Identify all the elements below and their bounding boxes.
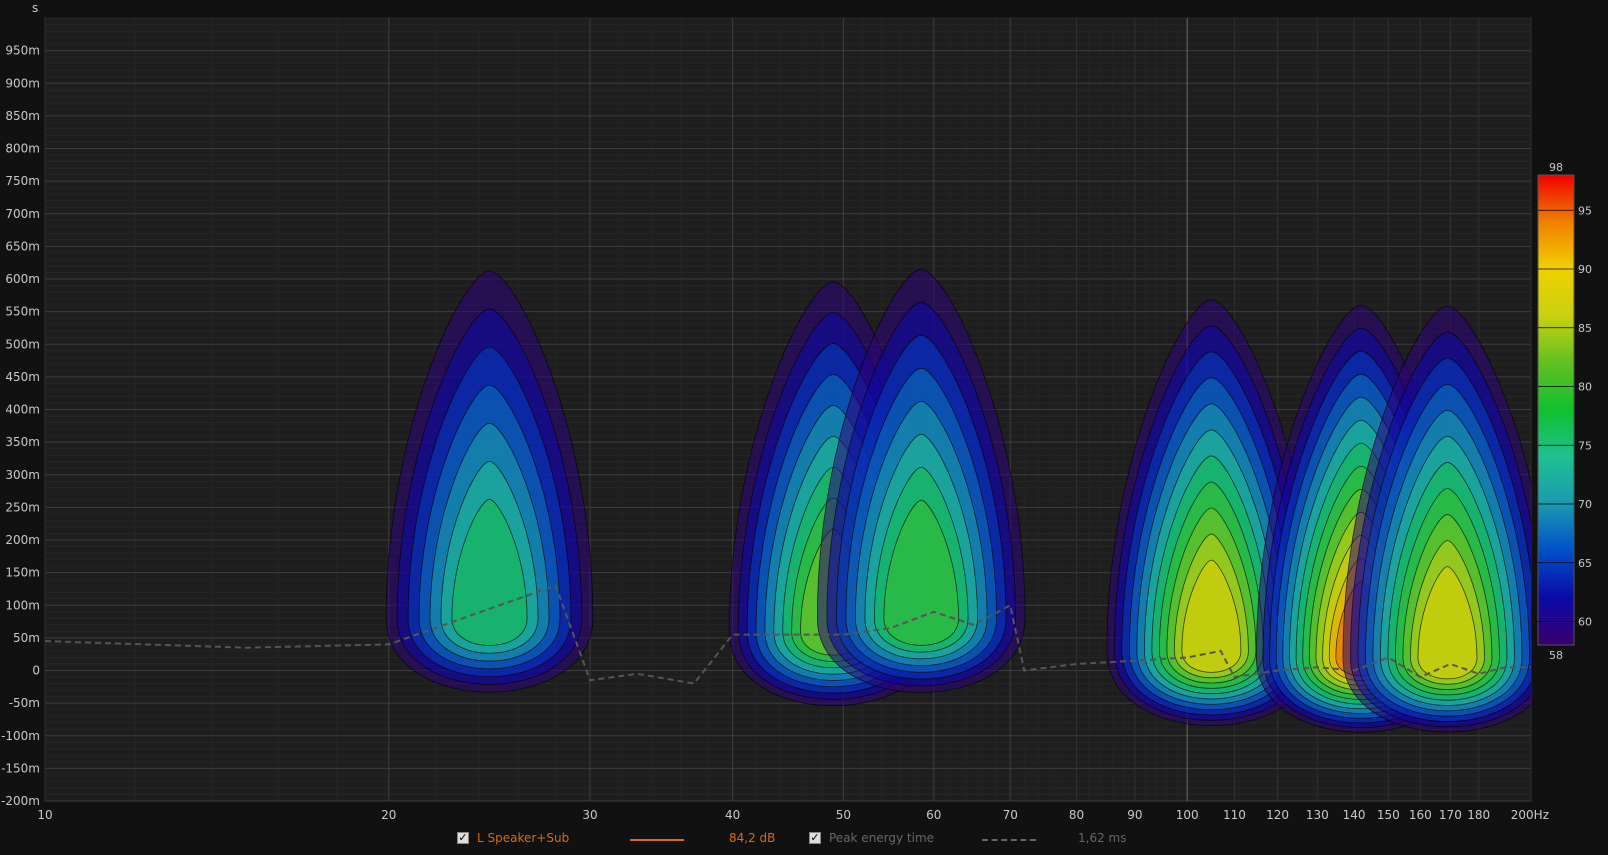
y-tick-label: 900m [5,76,40,90]
peak-energy-time-line [44,584,1531,685]
x-tick-label: 20 [381,808,396,822]
y-tick-label: 650m [5,239,40,253]
colorbar-tick-label: 70 [1578,498,1592,511]
y-axis-label: s [32,1,38,15]
spectrogram-peak [1106,299,1317,726]
series-2-label: Peak energy time [829,831,935,845]
spectrogram-surface [385,268,1531,733]
x-tick-label: 10 [37,808,52,822]
spectrogram-peak [816,268,1026,693]
series-1-checkbox[interactable]: ✓ [457,831,469,844]
contour-level [451,499,528,646]
x-tick-label: 180 [1467,808,1490,822]
y-tick-label: -100m [1,729,40,743]
y-tick-label: 750m [5,174,40,188]
x-tick-label: 90 [1127,808,1142,822]
colorbar-tick-label: 60 [1578,616,1592,629]
y-tick-label: 300m [5,468,40,482]
x-tick-label: 160 [1409,808,1432,822]
y-tick-label: 500m [5,337,40,351]
spectrogram-peak [385,270,594,693]
y-tick-label: -50m [9,696,40,710]
x-tick-label: 120 [1266,808,1289,822]
colorbar-tick-label: 95 [1578,204,1592,217]
series-1-value: 84,2 dB [729,831,776,845]
colorbar-max-label: 98 [1549,161,1563,174]
y-tick-label: 50m [13,631,40,645]
series-1-swatch [630,839,684,841]
x-tick-label: 140 [1343,808,1366,822]
colorbar-tick-label: 90 [1578,263,1592,276]
contour-level [1417,566,1478,680]
x-tick-label: 80 [1069,808,1084,822]
x-tick-label: 130 [1306,808,1329,822]
y-tick-label: 0 [32,664,40,678]
y-tick-label: 700m [5,207,40,221]
x-tick-label: 170 [1439,808,1462,822]
x-tick-label: 60 [926,808,941,822]
y-tick-label: 150m [5,566,40,580]
y-tick-label: 800m [5,142,40,156]
y-tick-label: 850m [5,109,40,123]
legend: ✓ L Speaker+Sub 84,2 dB ✓ Peak energy ti… [0,828,1608,852]
series-2-value: 1,62 ms [1078,831,1127,845]
colorbar-tick-label: 75 [1578,439,1592,452]
x-tick-label: 40 [725,808,740,822]
colorbar-tick-label: 65 [1578,557,1592,570]
y-tick-label: 250m [5,500,40,514]
spectrogram-peak [1342,305,1531,733]
colorbar-tick-label: 85 [1578,322,1592,335]
series-2-swatch [982,839,1036,841]
contour-level [1181,559,1242,673]
x-tick-label: 110 [1223,808,1246,822]
y-tick-label: 950m [5,44,40,58]
contour-level [883,499,959,646]
series-2-checkbox[interactable]: ✓ [809,831,821,844]
y-tick-label: -150m [1,761,40,775]
series-1-label: L Speaker+Sub [477,831,570,845]
colorbar-tick-label: 80 [1578,381,1592,394]
y-tick-label: 450m [5,370,40,384]
x-tick-label: 100 [1176,808,1199,822]
y-tick-label: 100m [5,598,40,612]
x-tick-label: 50 [836,808,851,822]
colorbar-min-label: 58 [1549,649,1563,662]
y-tick-label: 350m [5,435,40,449]
y-tick-label: 400m [5,403,40,417]
y-tick-label: 550m [5,305,40,319]
x-tick-label: 150 [1377,808,1400,822]
colorbar [1537,174,1575,646]
y-tick-label: 200m [5,533,40,547]
y-tick-label: -200m [1,794,40,808]
y-tick-label: 600m [5,272,40,286]
x-tick-label: 200Hz [1511,808,1549,822]
x-tick-label: 70 [1003,808,1018,822]
x-tick-label: 30 [582,808,597,822]
